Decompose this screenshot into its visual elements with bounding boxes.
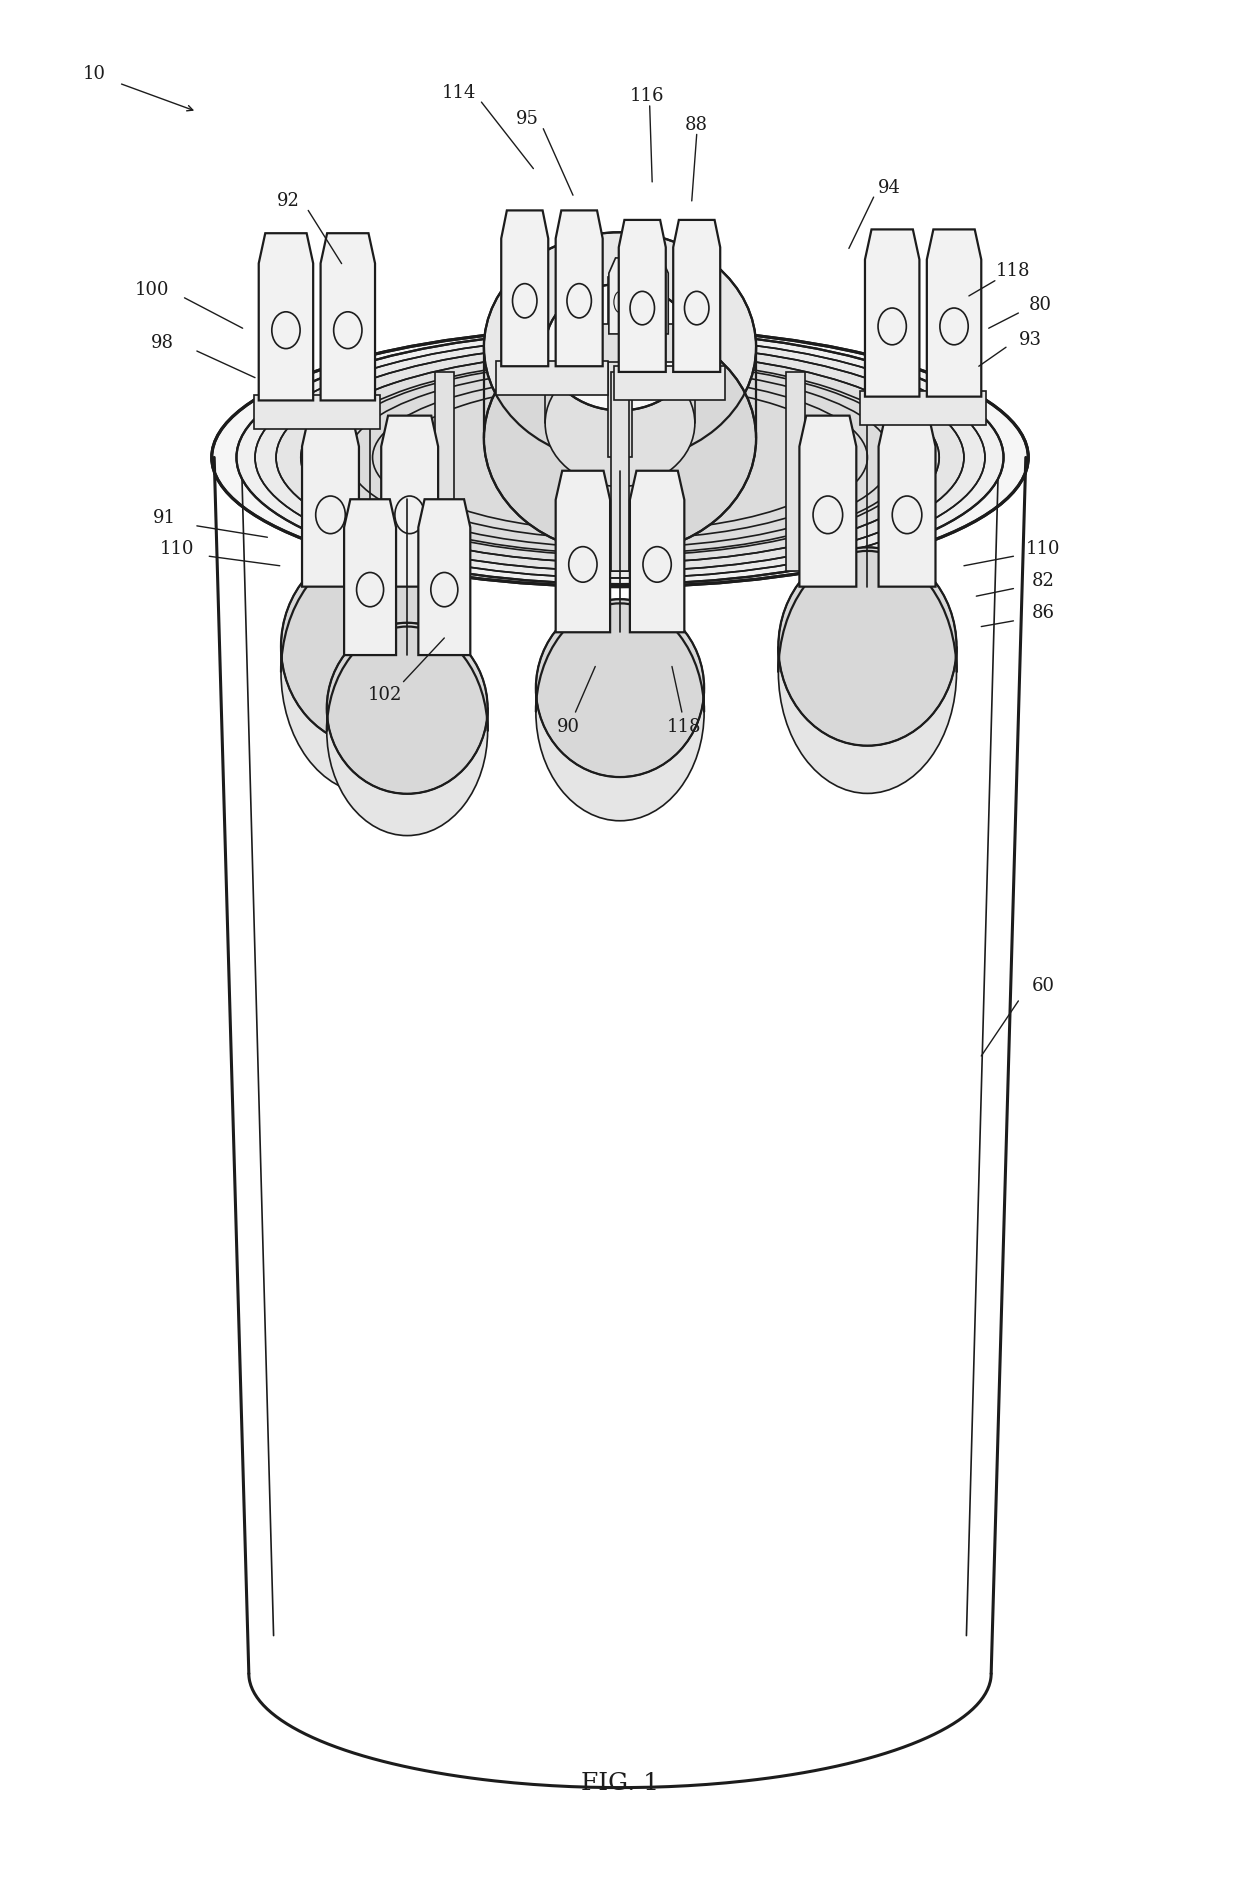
Ellipse shape (536, 599, 704, 776)
Polygon shape (321, 234, 374, 400)
Text: 92: 92 (277, 192, 300, 209)
Polygon shape (556, 470, 610, 632)
Ellipse shape (484, 232, 756, 462)
Polygon shape (646, 259, 668, 333)
Polygon shape (800, 415, 857, 586)
Text: 93: 93 (1019, 331, 1043, 348)
Ellipse shape (546, 284, 694, 411)
Bar (435, 371, 454, 571)
Bar (786, 371, 805, 571)
Text: 118: 118 (996, 263, 1030, 280)
Polygon shape (619, 221, 666, 371)
Polygon shape (303, 415, 358, 586)
Ellipse shape (327, 622, 487, 794)
Ellipse shape (212, 327, 1028, 586)
Text: 114: 114 (441, 84, 476, 101)
Text: 110: 110 (160, 540, 195, 558)
Ellipse shape (536, 603, 704, 820)
Text: 10: 10 (83, 65, 105, 82)
Text: FIG. 1: FIG. 1 (582, 1772, 658, 1795)
Polygon shape (609, 259, 631, 333)
Text: 80: 80 (1029, 297, 1053, 314)
Polygon shape (501, 211, 548, 365)
Polygon shape (259, 234, 314, 400)
Bar (614, 365, 725, 400)
Bar (562, 324, 678, 362)
Bar (611, 371, 629, 571)
Ellipse shape (779, 552, 956, 794)
Text: 60: 60 (1032, 976, 1055, 995)
Text: 86: 86 (1032, 605, 1055, 622)
Text: 116: 116 (630, 88, 665, 105)
Text: 82: 82 (1032, 573, 1054, 590)
Ellipse shape (546, 360, 694, 487)
Ellipse shape (255, 337, 985, 579)
Text: 91: 91 (154, 510, 176, 527)
Polygon shape (572, 259, 594, 333)
Text: 90: 90 (557, 717, 579, 736)
Bar (608, 278, 632, 457)
Polygon shape (418, 499, 470, 655)
Ellipse shape (301, 352, 939, 563)
Polygon shape (926, 230, 981, 396)
Bar (496, 360, 608, 394)
Text: 110: 110 (1025, 540, 1060, 558)
Polygon shape (866, 230, 919, 396)
Text: 100: 100 (135, 282, 170, 299)
Text: 88: 88 (686, 116, 708, 133)
Ellipse shape (779, 548, 956, 746)
Text: 102: 102 (368, 685, 402, 704)
Text: 94: 94 (878, 179, 901, 196)
Polygon shape (879, 415, 935, 586)
Ellipse shape (281, 548, 459, 746)
Text: 118: 118 (667, 717, 702, 736)
Text: 95: 95 (516, 110, 538, 128)
Ellipse shape (237, 331, 1003, 584)
Ellipse shape (281, 552, 459, 794)
Polygon shape (673, 221, 720, 371)
Bar (861, 390, 986, 424)
Ellipse shape (484, 324, 756, 554)
Text: 98: 98 (151, 335, 174, 352)
Ellipse shape (330, 362, 910, 554)
Ellipse shape (277, 344, 963, 571)
Polygon shape (556, 211, 603, 365)
Polygon shape (630, 470, 684, 632)
Polygon shape (343, 499, 396, 655)
Polygon shape (381, 415, 438, 586)
Ellipse shape (327, 626, 487, 835)
Bar (254, 394, 379, 428)
